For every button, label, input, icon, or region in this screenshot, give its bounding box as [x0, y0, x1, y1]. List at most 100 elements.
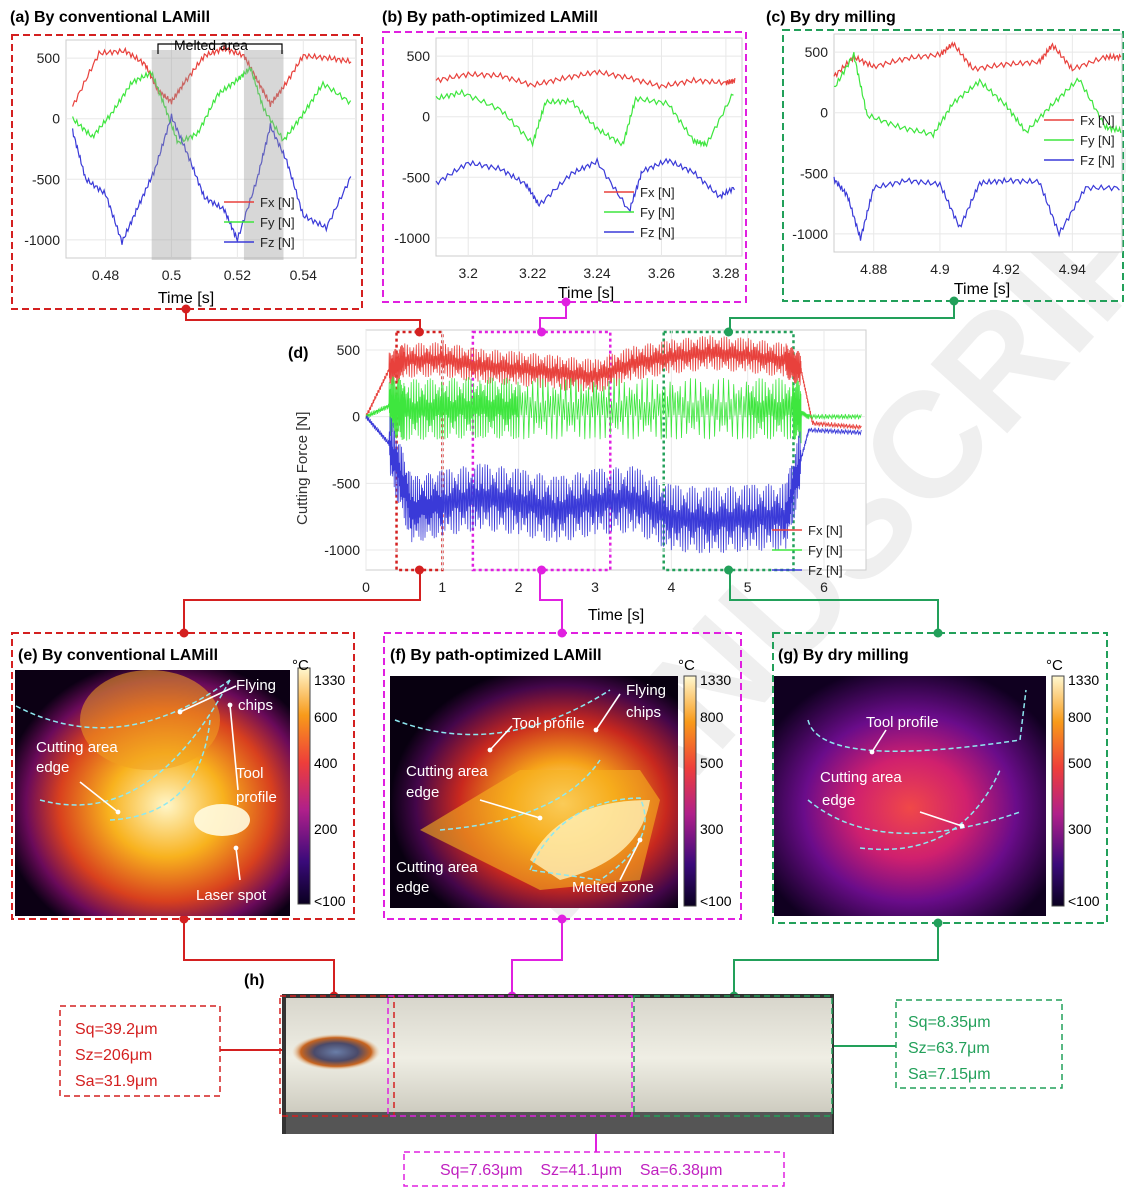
annotation-arrow	[179, 685, 237, 713]
x-tick-label: 3	[591, 579, 599, 595]
thermal-annotation: Tool profile	[512, 715, 585, 732]
panel-h: (h) Sq=39.2μm Sz=206μm Sa=31.9μm Sq=8.35…	[59, 972, 1063, 1187]
colorbar-tick: 500	[700, 755, 724, 771]
panel-g: (g) By dry milling °C 1330 800 500 300 <100 To…	[772, 632, 1108, 924]
annotation-arrow	[871, 729, 887, 753]
colorbar-tick: 200	[314, 821, 338, 837]
annotation-arrow-head	[593, 727, 599, 733]
panel-g-frame	[772, 632, 1108, 924]
roughness-sz-dry: Sz=63.7μm	[908, 1040, 990, 1057]
colorbar-unit: °C	[292, 657, 309, 674]
series-line-fx	[833, 41, 1122, 79]
x-tick-label: 4.94	[1059, 261, 1086, 277]
legend-label-fx: Fx [N]	[1080, 113, 1115, 128]
roughness-sq-dry: Sq=8.35μm	[908, 1014, 991, 1031]
window-path-optimized-bottom-dot	[537, 565, 547, 575]
thermal-annotation: Tool profile	[866, 714, 939, 731]
thermal-annotation: Cutting area	[406, 763, 488, 780]
series-line-fx	[72, 43, 352, 108]
annotation-arrow	[79, 781, 119, 813]
connector-dot	[557, 914, 567, 924]
y-tick-label: -500	[402, 169, 430, 185]
panel-f-frame	[383, 632, 742, 920]
panel-c-xlabel: Time [s]	[954, 281, 1010, 298]
annotation-arrow	[919, 811, 963, 827]
annotation-arrow-head	[869, 749, 875, 755]
x-tick-label: 0.52	[224, 267, 251, 283]
annotation-arrow-head	[537, 815, 543, 821]
panel-d-ylabel: Cutting Force [N]	[294, 412, 311, 525]
thermal-annotation: Cutting area	[820, 769, 902, 786]
series-line-fy	[365, 376, 862, 444]
connector-g-h	[733, 923, 939, 996]
colorbar-tick: 1330	[1068, 672, 1099, 688]
panel-h-label: (h)	[244, 972, 264, 989]
panel-a-axes	[65, 39, 357, 259]
y-tick-label: -1000	[24, 232, 60, 248]
tool-profile-curve-g	[807, 689, 1027, 752]
panel-c-title: (c) By dry milling	[766, 9, 896, 26]
x-tick-label: 0.48	[92, 267, 119, 283]
colorbar-tick: 400	[314, 755, 338, 771]
chart-3-group: 500 0 -500 -1000 0 1 2 3 4 5 6	[324, 330, 866, 595]
annotation-arrow-head	[227, 702, 233, 708]
colorbar-tick: <100	[700, 893, 732, 909]
y-tick-label: -500	[800, 165, 828, 181]
y-tick-label: -500	[32, 171, 60, 187]
series-line-fz	[365, 415, 862, 554]
colorbar-f	[683, 675, 697, 907]
cutting-edge-curve-e	[39, 679, 231, 806]
x-tick-label: 6	[820, 579, 828, 595]
melted-zone-f	[530, 800, 650, 880]
cutting-edge-curve-g	[807, 799, 1021, 835]
melted-area-label: Melted area	[174, 37, 248, 53]
panel-a-title: (a) By conventional LAMill	[10, 9, 210, 26]
annotation-arrow	[229, 704, 239, 791]
x-tick-label: 4	[667, 579, 675, 595]
legend-label-fz: Fz [N]	[1080, 153, 1115, 168]
roughness-sz-conventional: Sz=206μm	[75, 1047, 152, 1064]
x-tick-label: 3.22	[519, 265, 546, 281]
connector-a-d	[185, 309, 421, 332]
annotation-arrow-head	[637, 837, 643, 843]
roughness-values-path-optimized: Sq=7.63μm Sz=41.1μm Sa=6.38μm	[440, 1162, 722, 1179]
thermal-annotation: edge	[822, 792, 855, 809]
legend-label-fz: Fz [N]	[260, 235, 295, 250]
legend-label-fy: Fy [N]	[260, 215, 295, 230]
thermal-annotation: edge	[396, 879, 429, 896]
cutting-edge-curve-f	[439, 759, 601, 831]
roughness-sq-conventional: Sq=39.2μm	[75, 1021, 158, 1038]
colorbar-tick: 300	[1068, 821, 1092, 837]
panel-e-frame	[11, 632, 355, 920]
connector-f-h	[511, 919, 563, 996]
connector-dot	[181, 304, 191, 314]
thermal-annotation: Cutting area	[396, 859, 478, 876]
x-tick-label: 0	[362, 579, 370, 595]
thermal-annotation: Laser spot	[196, 887, 267, 904]
colorbar-e	[297, 667, 311, 905]
chart-2-group: 500 0 -500 -1000 4.88 4.9 4.92 4.94	[792, 34, 1122, 277]
melted-outline-f	[528, 797, 646, 881]
connector-b-d	[539, 302, 567, 332]
legend-label-fy: Fy [N]	[1080, 133, 1115, 148]
thermal-image-g	[774, 676, 1046, 916]
y-tick-label: 0	[52, 111, 60, 127]
legend-label-fx: Fx [N]	[640, 185, 675, 200]
colorbar-tick: 500	[1068, 755, 1092, 771]
y-tick-label: -1000	[792, 226, 828, 242]
series-line-fy	[833, 52, 1122, 139]
y-tick-label: 500	[407, 48, 431, 64]
legend-label-fz: Fz [N]	[640, 225, 675, 240]
thermal-annotation: Melted zone	[572, 879, 654, 896]
x-tick-label: 4.88	[860, 261, 887, 277]
colorbar-tick: 800	[700, 709, 724, 725]
annotation-arrow-head	[177, 709, 183, 715]
y-tick-label: -1000	[394, 230, 430, 246]
colorbar-tick: 800	[1068, 709, 1092, 725]
x-tick-label: 3.2	[458, 265, 478, 281]
tool-profile-curve-e	[15, 679, 231, 729]
series-line-fz	[833, 176, 1120, 241]
window-path-optimized-top-dot	[537, 327, 547, 337]
tool-profile-curve-f	[394, 689, 611, 736]
